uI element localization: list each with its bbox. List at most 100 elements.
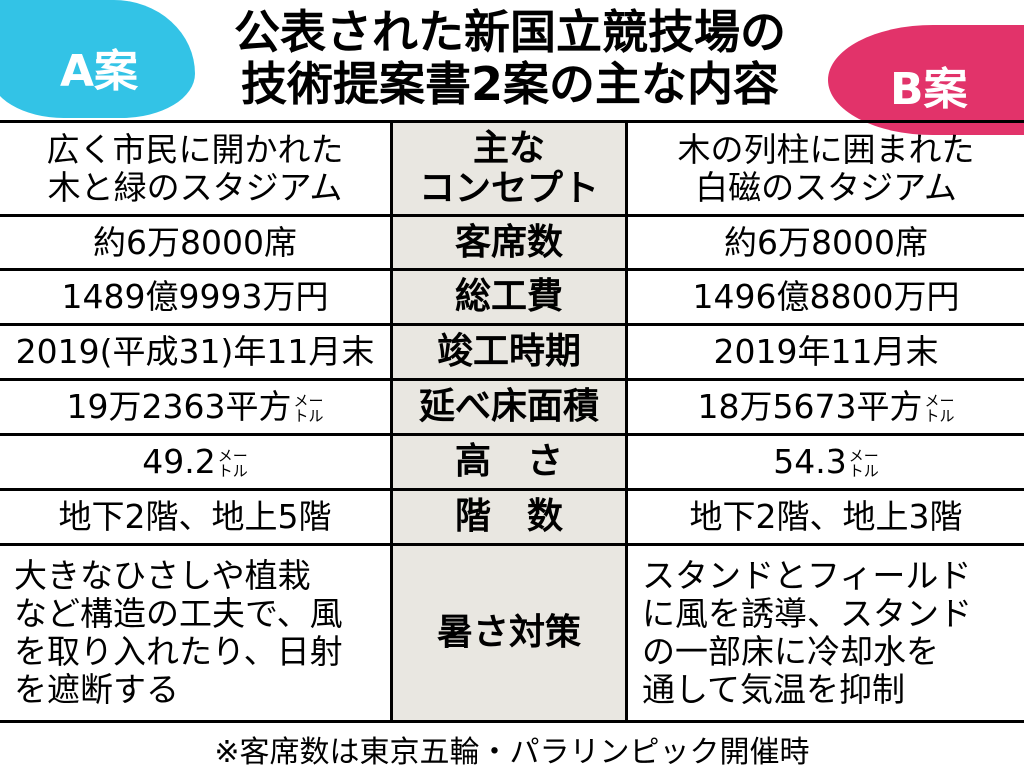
label-line: 延べ床面積 (418, 386, 599, 427)
cell: 19万2363平方 メー トル (0, 381, 390, 433)
cell-line: 広く市民に開かれた (46, 129, 344, 169)
cell: スタンドとフィールド に風を誘導、スタンド の一部床に冷却水を 通して気温を抑制 (628, 546, 1024, 720)
cell-text: 約6万8000席 (93, 222, 297, 262)
unit-text: メー (217, 446, 248, 465)
cell: 地下2階、地上5階 (0, 491, 390, 543)
unit: メー トル (924, 391, 955, 425)
cell-text: 広く市民に開かれた (46, 129, 344, 169)
cell: 2019(平成31)年11月末 (0, 326, 390, 378)
cell: 大きなひさしや植栽 など構造の工夫で、風 を取り入れたり、日射 を遮断する (0, 546, 390, 720)
cell-line: など構造の工夫で、風 (14, 595, 343, 633)
cell-text: 1489億9993万円 (61, 277, 329, 316)
unit-text: トル (924, 406, 955, 425)
b-label: B案 (890, 64, 968, 115)
table-row: 19万2363平方 メー トル 延べ床面積 18万5673平方 メー トル (0, 381, 1024, 436)
cell-text: 地下2階、地上3階 (689, 497, 963, 536)
cell-line: 2019(平成31)年11月末 (16, 333, 375, 371)
cell-text: 約6万8000席 (724, 222, 928, 262)
a-label: A案 (60, 46, 139, 97)
cell-line: 地下2階、地上3階 (690, 498, 963, 536)
row-label: 暑さ対策 (390, 546, 628, 720)
title: 公表された新国立競技場の 技術提案書2案の主な内容 (195, 6, 825, 110)
unit-text: メー (848, 446, 879, 465)
label-line: 階 数 (454, 496, 563, 537)
row-label: 高 さ (390, 436, 628, 488)
title-line: 公表された新国立競技場の (234, 5, 786, 59)
label-line: コンセプト (418, 167, 599, 209)
cell-line: 白磁のスタジアム (695, 167, 957, 207)
unit: メー トル (217, 446, 248, 480)
cell-line: 2019年11月末 (714, 333, 939, 371)
b-badge: B案 (828, 25, 1024, 135)
cell-line: 1489億9993万円 (62, 278, 329, 316)
table-row: 1489億9993万円 総工費 1496億8800万円 (0, 271, 1024, 326)
cell-text: 地下2階、地上5階 (58, 497, 332, 536)
unit: メー トル (293, 391, 324, 425)
label-line: 客席数 (454, 221, 563, 263)
label-line: 暑さ対策 (436, 612, 581, 653)
cell: 木の列柱に囲まれた 白磁のスタジアム (628, 123, 1024, 214)
row-label: 総工費 (390, 271, 628, 323)
cell-text: 1496億8800万円 (692, 277, 960, 316)
label-line: 高 さ (454, 441, 563, 482)
cell-line: 1496億8800万円 (693, 278, 960, 316)
cell-text: スタンドとフィールド (642, 556, 972, 595)
cell-text: を取り入れたり、日射 (14, 632, 343, 671)
cell-line: 約6万8000席 (93, 222, 297, 262)
cell: 地下2階、地上3階 (628, 491, 1024, 543)
cell: 1489億9993万円 (0, 271, 390, 323)
row-label: 主な コンセプト (390, 123, 628, 214)
label-line: 主な (472, 127, 545, 169)
cell-text: など構造の工夫で、風 (14, 594, 343, 633)
cell-line: 18万5673平方 メー トル (698, 388, 955, 426)
cell: 49.2 メー トル (0, 436, 390, 488)
cell-line: スタンドとフィールド (642, 557, 971, 595)
table-row: 49.2 メー トル高 さ 54.3 メー トル (0, 436, 1024, 491)
title-line: 技術提案書2案の主な内容 (240, 57, 779, 111)
cell-line: 約6万8000席 (724, 222, 928, 262)
row-label: 階 数 (390, 491, 628, 543)
cell-text: 49.2 (142, 442, 216, 481)
unit-text: メー (924, 391, 955, 410)
cell-text: 18万5673平方 (697, 387, 923, 426)
table-row: 広く市民に開かれた 木と緑のスタジアム 主な コンセプト 木の列柱に囲まれた 白磁のスタジ… (0, 123, 1024, 217)
cell: 約6万8000席 (628, 217, 1024, 268)
cell-line: 通して気温を抑制 (642, 671, 905, 709)
row-label: 竣工時期 (390, 326, 628, 378)
cell-text: を遮断する (14, 670, 179, 709)
cell-text: 木と緑のスタジアム (47, 167, 343, 207)
label-line: 総工費 (454, 276, 563, 317)
cell-line: を取り入れたり、日射 (14, 633, 343, 671)
table-row: 地下2階、地上5階 階 数 地下2階、地上3階 (0, 491, 1024, 546)
cell-line: 地下2階、地上5階 (59, 498, 332, 536)
unit: メー トル (848, 446, 879, 480)
cell-line: 木の列柱に囲まれた (677, 129, 975, 169)
cell-line: 54.3 メー トル (773, 443, 879, 481)
table: 広く市民に開かれた 木と緑のスタジアム 主な コンセプト 木の列柱に囲まれた 白磁のスタジ… (0, 120, 1024, 723)
cell: 54.3 メー トル (628, 436, 1024, 488)
unit-text: メー (293, 391, 324, 410)
row-label: 延べ床面積 (390, 381, 628, 433)
cell: 18万5673平方 メー トル (628, 381, 1024, 433)
table-row: 2019(平成31)年11月末 竣工時期 2019年11月末 (0, 326, 1024, 381)
unit-text: トル (848, 461, 879, 480)
unit-text: トル (293, 406, 324, 425)
unit-text: トル (217, 461, 248, 480)
cell: 広く市民に開かれた 木と緑のスタジアム (0, 123, 390, 214)
cell-text: 2019年11月末 (713, 332, 939, 371)
cell-text: 木の列柱に囲まれた (677, 129, 975, 169)
cell: 約6万8000席 (0, 217, 390, 268)
footnote: ※客席数は東京五輪・パラリンピック開催時 (214, 735, 810, 770)
cell-line: 49.2 メー トル (142, 443, 248, 481)
cell-line: を遮断する (14, 671, 179, 709)
table-row: 約6万8000席 客席数 約6万8000席 (0, 217, 1024, 271)
cell-text: に風を誘導、スタンド (642, 594, 972, 633)
a-badge: A案 (0, 0, 195, 118)
cell-text: 大きなひさしや植栽 (14, 556, 311, 595)
table-row: 大きなひさしや植栽 など構造の工夫で、風 を取り入れたり、日射 を遮断する 暑さ対策 スタ… (0, 546, 1024, 723)
cell-text: の一部床に冷却水を (642, 632, 939, 671)
cell-text: 白磁のスタジアム (695, 167, 957, 207)
cell-line: 19万2363平方 メー トル (67, 388, 324, 426)
cell-text: 19万2363平方 (66, 387, 292, 426)
